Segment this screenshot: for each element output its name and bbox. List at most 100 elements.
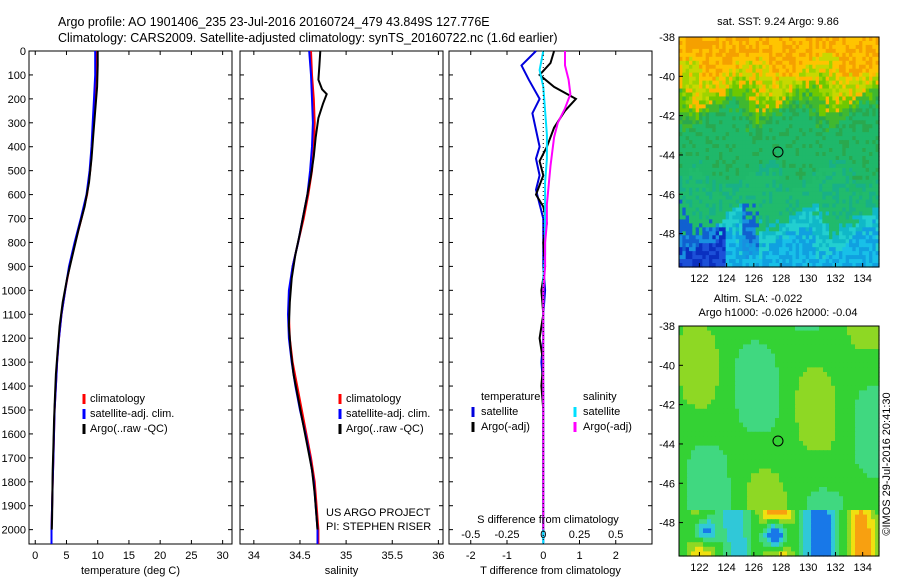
map-cell [712,251,717,256]
map-cell [802,48,807,54]
map-cell [825,140,830,145]
map-cell [863,367,868,373]
map-y-tick-label: -38 [659,32,675,44]
map-cell [807,344,812,350]
map-cell [742,64,747,70]
map-cell [789,163,793,169]
map-cell [769,136,773,141]
map-cell [819,108,823,113]
map-cell [869,112,873,117]
map-cell [849,152,853,157]
map-cell [692,183,697,189]
map-cell [869,48,873,54]
map-cell [762,203,767,209]
map-cell [687,395,692,401]
map-cell [699,259,703,264]
map-cell [865,243,870,248]
map-cell [822,60,827,66]
map-cell [862,96,867,102]
map-cell [699,367,704,373]
map-cell [699,171,703,177]
map-cell [689,223,693,228]
map-cell [769,84,773,90]
map-cell [799,390,804,396]
map-cell [709,211,713,217]
map-cell [692,96,697,102]
map-cell [799,422,804,428]
map-cell [819,215,823,221]
map-cell [825,231,830,236]
map-cell [872,76,877,82]
map-cell [872,179,877,185]
map-cell [715,395,720,401]
map-cell [852,44,857,50]
map-cell [735,179,740,185]
map-cell [785,76,790,82]
map-cell [855,56,860,62]
map-cell [849,171,853,177]
map-cell [819,381,824,387]
map-cell [795,76,800,82]
map-cell [835,349,840,355]
map-cell [872,148,877,153]
map-cell [795,385,800,391]
map-cell [775,362,780,368]
map-cell [823,422,828,428]
map-cell [739,335,744,341]
map-cell [691,418,696,424]
map-cell [739,144,743,149]
map-cell [725,72,730,78]
map-cell [742,187,747,193]
map-cell [792,96,797,102]
map-cell [772,60,777,66]
map-cell [725,132,730,137]
map-cell [835,64,840,70]
map-cell [831,372,836,378]
map-cell [823,349,828,355]
map-cell [705,100,710,106]
map-cell [782,239,787,244]
map-cell [779,152,783,157]
map-cell [732,215,737,221]
map-cell [749,159,753,165]
map-cell [685,76,690,82]
map-cell [695,124,700,129]
map-cell [687,390,692,396]
map-cell [862,60,867,66]
map-cell [755,155,760,161]
map-cell [742,72,747,78]
map-cell [789,148,793,153]
map-cell [731,344,736,350]
map-cell [765,195,770,201]
map-cell [819,422,824,428]
map-cell [799,431,804,437]
map-cell [709,148,713,153]
map-cell [867,418,872,424]
map-cell [799,195,803,201]
map-cell [739,167,743,173]
map-cell [783,344,788,350]
map-cell [775,112,780,117]
map-cell [719,179,723,185]
map-cell [715,404,720,410]
map-cell [823,358,828,364]
map-cell [799,112,803,117]
map-cell [679,326,684,332]
map-cell [767,385,772,391]
map-cell [822,247,827,252]
map-cell [772,211,777,217]
map-cell [829,239,833,244]
map-cell [709,56,713,62]
map-cell [719,175,723,181]
map-cell [765,207,770,213]
map-cell [707,344,712,350]
map-cell [683,372,688,378]
map-cell [759,349,764,355]
map-cell [832,120,837,125]
map-cell [739,52,743,58]
map-cell [819,376,824,382]
map-cell [692,120,697,125]
map-cell [735,108,740,113]
map-cell [755,183,760,189]
map-cell [775,408,780,414]
